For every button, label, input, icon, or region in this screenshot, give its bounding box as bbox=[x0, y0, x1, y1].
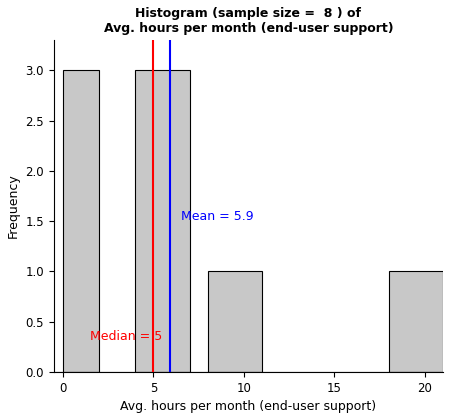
Bar bbox=[63, 71, 99, 372]
Bar bbox=[208, 271, 262, 372]
Bar bbox=[389, 271, 443, 372]
X-axis label: Avg. hours per month (end-user support): Avg. hours per month (end-user support) bbox=[121, 400, 377, 413]
Bar bbox=[135, 71, 189, 372]
Text: Mean = 5.9: Mean = 5.9 bbox=[180, 210, 253, 223]
Text: Median = 5: Median = 5 bbox=[90, 330, 162, 343]
Y-axis label: Frequency: Frequency bbox=[7, 173, 20, 239]
Title: Histogram (sample size =  8 ) of
Avg. hours per month (end-user support): Histogram (sample size = 8 ) of Avg. hou… bbox=[104, 7, 393, 35]
